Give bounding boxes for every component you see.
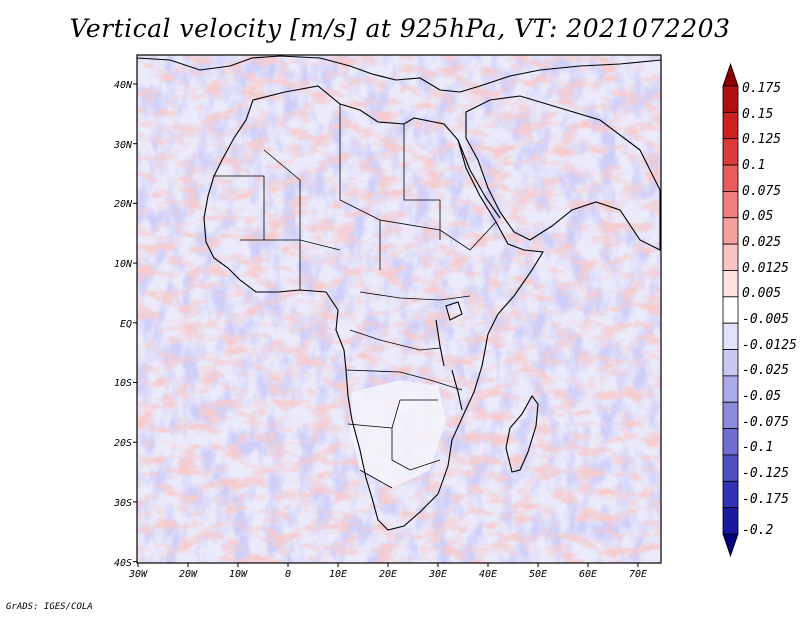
madagascar-coastline: [505, 394, 539, 473]
lon-label: 30E: [428, 569, 447, 580]
colorbar-label: -0.05: [742, 389, 781, 404]
colorbar-swatch: [722, 164, 739, 192]
colorbar-swatches: [722, 62, 739, 558]
lat-label: 20S: [114, 438, 132, 449]
colorbar-swatch: [722, 111, 739, 140]
colorbar-label: 0.15: [742, 107, 773, 122]
axis-ticks: [133, 83, 639, 567]
colorbar-label: -0.2: [742, 523, 773, 538]
colorbar-label: -0.005: [742, 312, 789, 327]
credit-text: GrADS: IGES/COLA: [6, 602, 93, 612]
colorbar-label: -0.125: [742, 466, 789, 481]
map-frame: [136, 54, 662, 564]
colorbar-label: 0.05: [742, 209, 773, 224]
colorbar-swatch: [722, 270, 739, 298]
colorbar-label: 0.005: [742, 286, 781, 301]
map-title: Vertical velocity [m/s] at 925hPa, VT: 2…: [69, 14, 731, 43]
colorbar-arrow-top: [722, 62, 739, 87]
colorbar-arrow-bottom: [722, 533, 739, 558]
colorbar-swatch: [722, 217, 739, 245]
longitude-labels: 30W 20W 10W 0 10E 20E 30E 40E 50E 60E 70…: [128, 569, 647, 580]
lon-label: 40E: [479, 569, 497, 580]
colorbar-labels: 0.175 0.15 0.125 0.1 0.075 0.05 0.025 0.…: [742, 81, 797, 538]
coastlines: [137, 55, 661, 531]
lat-label: 10N: [114, 259, 133, 270]
colorbar: 0.175 0.15 0.125 0.1 0.075 0.05 0.025 0.…: [722, 62, 797, 558]
red-sea: [457, 139, 501, 219]
lat-label: 40S: [114, 558, 132, 569]
europe-coastline: [137, 55, 661, 93]
lon-label: 10E: [329, 569, 347, 580]
colorbar-label: 0.1: [742, 158, 765, 173]
colorbar-label: -0.0125: [742, 338, 797, 353]
colorbar-swatch: [722, 401, 739, 429]
arabia-coastline: [465, 95, 661, 251]
lat-label: 20N: [114, 199, 133, 210]
lon-label: 10W: [229, 569, 248, 580]
latitude-labels: 40N 30N 20N 10N EQ 10S 20S 30S 40S: [113, 80, 133, 569]
africa-coastline: [203, 85, 544, 531]
borders: [214, 104, 497, 489]
lon-label: 20E: [379, 569, 397, 580]
colorbar-swatch: [722, 375, 739, 403]
colorbar-label: -0.025: [742, 363, 789, 378]
colorbar-swatch: [722, 349, 739, 377]
lat-label: EQ: [120, 319, 132, 330]
lat-label: 30S: [113, 498, 132, 509]
colorbar-swatch: [722, 243, 739, 271]
colorbar-label: -0.075: [742, 415, 789, 430]
lon-label: 20W: [179, 569, 198, 580]
lat-label: 30N: [113, 140, 133, 151]
velocity-field: [137, 55, 661, 563]
lon-label: 60E: [579, 569, 597, 580]
lat-label: 40N: [114, 80, 133, 91]
colorbar-swatch: [722, 296, 739, 324]
colorbar-label: -0.175: [742, 492, 789, 507]
colorbar-label: 0.0125: [742, 261, 789, 276]
colorbar-swatch: [722, 480, 739, 509]
lon-label: 0: [285, 569, 291, 580]
lat-label: 10S: [114, 378, 132, 389]
colorbar-label: 0.075: [742, 184, 781, 199]
lake-victoria: [445, 301, 463, 321]
kalahari-region: [350, 380, 446, 488]
colorbar-swatch: [722, 85, 739, 113]
colorbar-label: 0.175: [742, 81, 781, 96]
lake-malawi: [451, 369, 463, 411]
colorbar-swatch: [722, 191, 739, 219]
lon-label: 70E: [629, 569, 647, 580]
colorbar-label: 0.025: [742, 235, 781, 250]
colorbar-label: -0.1: [742, 440, 773, 455]
colorbar-swatch: [722, 428, 739, 456]
colorbar-swatch: [722, 322, 739, 350]
lake-tanganyika: [435, 319, 445, 367]
colorbar-swatch: [722, 138, 739, 166]
colorbar-swatch: [722, 454, 739, 482]
colorbar-label: 0.125: [742, 132, 781, 147]
lon-label: 50E: [529, 569, 547, 580]
colorbar-swatch: [722, 507, 739, 535]
lon-label: 30W: [128, 569, 148, 580]
